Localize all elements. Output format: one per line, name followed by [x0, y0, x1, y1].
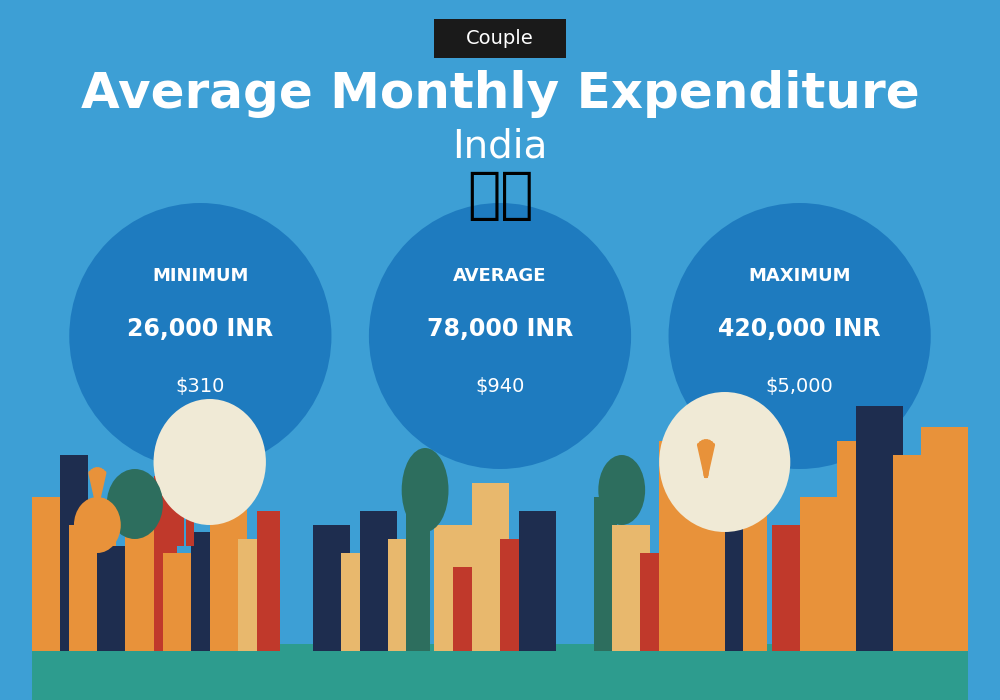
Text: MINIMUM: MINIMUM [152, 267, 249, 285]
Bar [360, 511, 397, 651]
Text: MAXIMUM: MAXIMUM [748, 267, 851, 285]
Ellipse shape [402, 448, 448, 532]
Text: AVERAGE: AVERAGE [453, 267, 547, 285]
Bar [125, 511, 163, 651]
Text: 420,000 INR: 420,000 INR [718, 317, 881, 342]
Bar [949, 497, 978, 651]
Bar [388, 539, 416, 651]
Bar [186, 476, 194, 546]
Ellipse shape [369, 203, 631, 469]
Bar [434, 525, 472, 651]
Bar [60, 455, 88, 651]
Bar [921, 427, 968, 651]
Bar [177, 462, 184, 546]
Bar [341, 553, 369, 651]
Text: 🇮🇳: 🇮🇳 [467, 169, 533, 223]
Text: Average Monthly Expenditure: Average Monthly Expenditure [81, 71, 919, 118]
Text: 26,000 INR: 26,000 INR [127, 317, 273, 342]
Bar [893, 455, 931, 651]
Bar [406, 497, 430, 651]
Bar [725, 476, 753, 651]
Text: 78,000 INR: 78,000 INR [427, 317, 573, 342]
Bar [69, 525, 116, 651]
Bar [697, 406, 734, 651]
Text: $5,000: $5,000 [766, 377, 834, 396]
Bar [210, 497, 247, 651]
Bar [453, 567, 481, 651]
Bar [612, 525, 650, 651]
Bar [154, 476, 177, 651]
Bar [594, 497, 617, 651]
Bar [238, 539, 266, 651]
Bar [837, 441, 865, 651]
Text: India: India [452, 128, 548, 166]
Ellipse shape [74, 497, 121, 553]
Ellipse shape [598, 455, 645, 525]
Bar [163, 553, 200, 651]
Bar [257, 511, 280, 651]
Bar [659, 441, 706, 651]
Ellipse shape [154, 399, 266, 525]
Text: $310: $310 [176, 377, 225, 396]
Bar [32, 497, 69, 651]
Ellipse shape [659, 392, 790, 532]
Ellipse shape [107, 469, 163, 539]
Bar [472, 483, 509, 651]
Bar [800, 497, 846, 651]
Text: $940: $940 [475, 377, 525, 396]
Ellipse shape [669, 203, 931, 469]
Ellipse shape [69, 203, 331, 469]
Text: Couple: Couple [466, 29, 534, 48]
Bar [32, 644, 968, 700]
Bar [313, 525, 350, 651]
Bar [97, 546, 135, 651]
Bar [640, 553, 669, 651]
Bar [772, 525, 809, 651]
FancyBboxPatch shape [434, 19, 566, 58]
Bar [500, 539, 523, 651]
Bar [191, 532, 219, 651]
Bar [856, 406, 903, 651]
Bar [519, 511, 556, 651]
Bar [743, 455, 767, 651]
